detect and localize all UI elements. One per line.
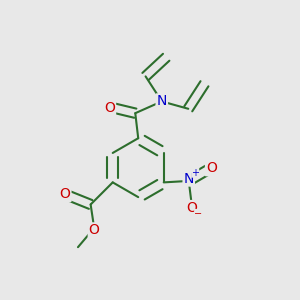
Text: +: + — [191, 168, 199, 178]
Text: O: O — [206, 161, 217, 175]
Text: O: O — [60, 187, 70, 201]
Text: N: N — [184, 172, 194, 186]
Text: N: N — [157, 94, 167, 108]
Text: O: O — [104, 101, 115, 115]
Text: O: O — [89, 224, 100, 237]
Text: O: O — [186, 201, 197, 215]
Text: −: − — [194, 209, 202, 219]
